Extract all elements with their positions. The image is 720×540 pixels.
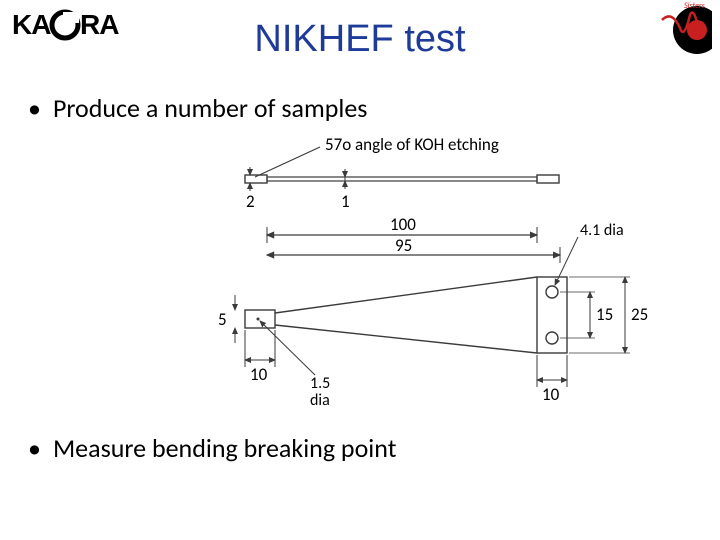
bullet-1: •Produce a number of samples bbox=[28, 92, 367, 124]
svg-text:15: 15 bbox=[596, 304, 613, 325]
svg-text:dia: dia bbox=[310, 391, 330, 410]
bullet-2: •Measure bending breaking point bbox=[28, 432, 396, 464]
engineering-diagram: 57o angle of KOH etching 2 1 100 95 4.1 bbox=[150, 135, 650, 405]
side-view: 5 10 1.5 dia 10 15 25 bbox=[218, 277, 648, 410]
top-view: 2 1 bbox=[245, 167, 559, 212]
svg-text:2: 2 bbox=[246, 191, 255, 212]
koh-annotation: 57o angle of KOH etching bbox=[325, 135, 499, 155]
svg-text:4.1 dia: 4.1 dia bbox=[580, 221, 624, 240]
svg-text:5: 5 bbox=[218, 309, 227, 330]
slide-title: NIKHEF test bbox=[0, 18, 720, 61]
bullet-2-text: Measure bending breaking point bbox=[53, 432, 396, 464]
dim-95: 95 bbox=[267, 235, 560, 263]
svg-text:1: 1 bbox=[341, 191, 350, 212]
svg-text:10: 10 bbox=[542, 384, 560, 405]
bullet-1-text: Produce a number of samples bbox=[53, 92, 368, 124]
svg-text:100: 100 bbox=[390, 214, 416, 235]
svg-text:Sisters: Sisters bbox=[684, 1, 706, 11]
svg-text:10: 10 bbox=[250, 364, 268, 385]
svg-text:25: 25 bbox=[631, 304, 648, 325]
dim-4-1-dia: 4.1 dia bbox=[555, 221, 624, 285]
svg-text:95: 95 bbox=[395, 235, 412, 256]
